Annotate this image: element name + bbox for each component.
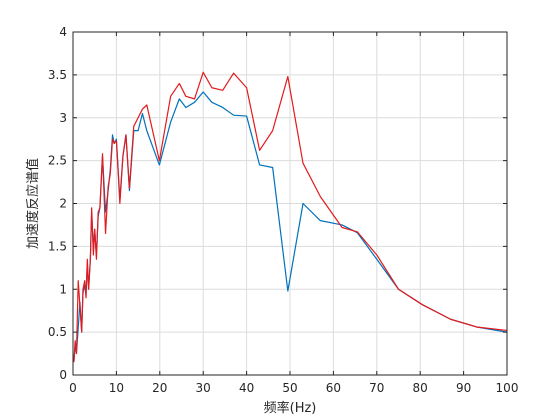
plot-area: [73, 71, 508, 363]
y-tick-label: 3: [59, 111, 67, 125]
y-tick-label: 1: [59, 282, 67, 296]
y-tick-label: 0.5: [48, 325, 67, 339]
x-tick-label: 40: [239, 381, 254, 395]
x-tick-label: 70: [369, 381, 384, 395]
x-tick-label: 0: [69, 381, 77, 395]
series-line-2: [73, 71, 508, 363]
y-tick-label: 0: [59, 368, 67, 382]
x-tick-label: 50: [282, 381, 297, 395]
x-tick-label: 20: [152, 381, 167, 395]
x-axis-label: 频率(Hz): [264, 400, 317, 416]
y-axis-label: 加速度反应谱值: [25, 158, 41, 249]
x-tick-label: 60: [326, 381, 341, 395]
ticks: 0 10 20 30 40 50 60 70 80 90 100 0 0.5 1 1.5 2 2.5 3 3.5 4: [48, 25, 519, 395]
y-tick-label: 4: [59, 25, 67, 39]
y-tick-label: 1.5: [48, 239, 67, 253]
y-tick-label: 2.5: [48, 154, 67, 168]
x-tick-label: 90: [456, 381, 471, 395]
x-tick-label: 100: [496, 381, 519, 395]
x-tick-label: 80: [413, 381, 428, 395]
y-tick-label: 3.5: [48, 68, 67, 82]
x-tick-label: 10: [109, 381, 124, 395]
y-tick-label: 2: [59, 197, 67, 211]
x-tick-label: 30: [196, 381, 211, 395]
